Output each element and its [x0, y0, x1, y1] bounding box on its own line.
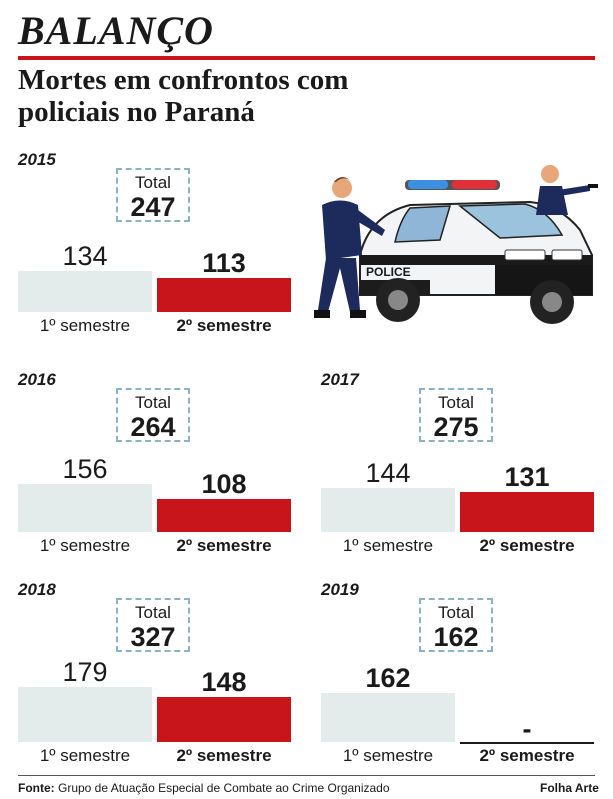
value-first-half: 134 [62, 241, 108, 272]
total-value: 247 [130, 192, 176, 222]
bar-first-half [321, 692, 455, 742]
bar-second-half [460, 492, 594, 532]
total-label: Total [135, 393, 171, 412]
total-value: 162 [433, 622, 479, 652]
total-label: Total [135, 603, 171, 622]
empty-baseline [460, 742, 594, 744]
bar-first-half [18, 271, 152, 312]
total-value: 264 [130, 412, 176, 442]
value-first-half: 144 [365, 458, 411, 489]
police-car-illustration: POLICE [314, 165, 598, 324]
value-missing: - [522, 714, 532, 744]
total-label: Total [135, 173, 171, 192]
total-label: Total [438, 393, 474, 412]
label-second-half: 2º semestre [176, 746, 272, 765]
value-first-half: 179 [62, 657, 108, 688]
label-second-half: 2º semestre [176, 536, 272, 555]
label-first-half: 1º semestre [342, 536, 434, 555]
source-text: Grupo de Atuação Especial de Combate ao … [58, 781, 390, 795]
total-value: 327 [130, 622, 176, 652]
source-label: Fonte: [18, 781, 55, 795]
label-second-half: 2º semestre [479, 746, 575, 765]
year-label: 2015 [18, 150, 56, 169]
value-first-half: 156 [62, 454, 108, 485]
bar-first-half [18, 484, 152, 532]
source-note: Fonte: Grupo de Atuação Especial de Comb… [18, 781, 390, 795]
value-second-half: 108 [201, 469, 247, 500]
red-rule [18, 56, 595, 60]
value-second-half: 113 [202, 247, 246, 278]
year-label: 2016 [18, 370, 56, 389]
year-label: 2017 [321, 370, 359, 389]
bar-second-half [157, 696, 291, 742]
label-first-half: 1º semestre [39, 536, 131, 555]
total-label: Total [438, 603, 474, 622]
year-label: 2019 [321, 580, 359, 599]
bar-second-half [157, 277, 291, 312]
label-second-half: 2º semestre [479, 536, 575, 555]
bar-first-half [18, 687, 152, 742]
value-first-half: 162 [365, 662, 411, 693]
total-box: Total 275 [419, 388, 493, 442]
bar-first-half [321, 488, 455, 532]
label-second-half: 2º semestre [176, 316, 272, 335]
year-label: 2018 [18, 580, 56, 599]
kicker-title: BALANÇO [18, 8, 214, 53]
label-first-half: 1º semestre [39, 746, 131, 765]
label-first-half: 1º semestre [39, 316, 131, 335]
bar-second-half [157, 499, 291, 532]
credit: Folha Arte [540, 781, 599, 795]
page-title: Mortes em confrontos com policiais no Pa… [18, 64, 349, 128]
value-second-half: 131 [504, 462, 550, 493]
label-first-half: 1º semestre [342, 746, 434, 765]
footer-rule [18, 775, 595, 776]
total-box: Total 162 [419, 598, 493, 652]
total-value: 275 [433, 412, 479, 442]
total-box: Total 264 [116, 388, 190, 442]
total-box: Total 327 [116, 598, 190, 652]
car-door-text: POLICE [366, 265, 411, 279]
total-box: Total 247 [116, 168, 190, 222]
value-second-half: 148 [201, 666, 247, 697]
